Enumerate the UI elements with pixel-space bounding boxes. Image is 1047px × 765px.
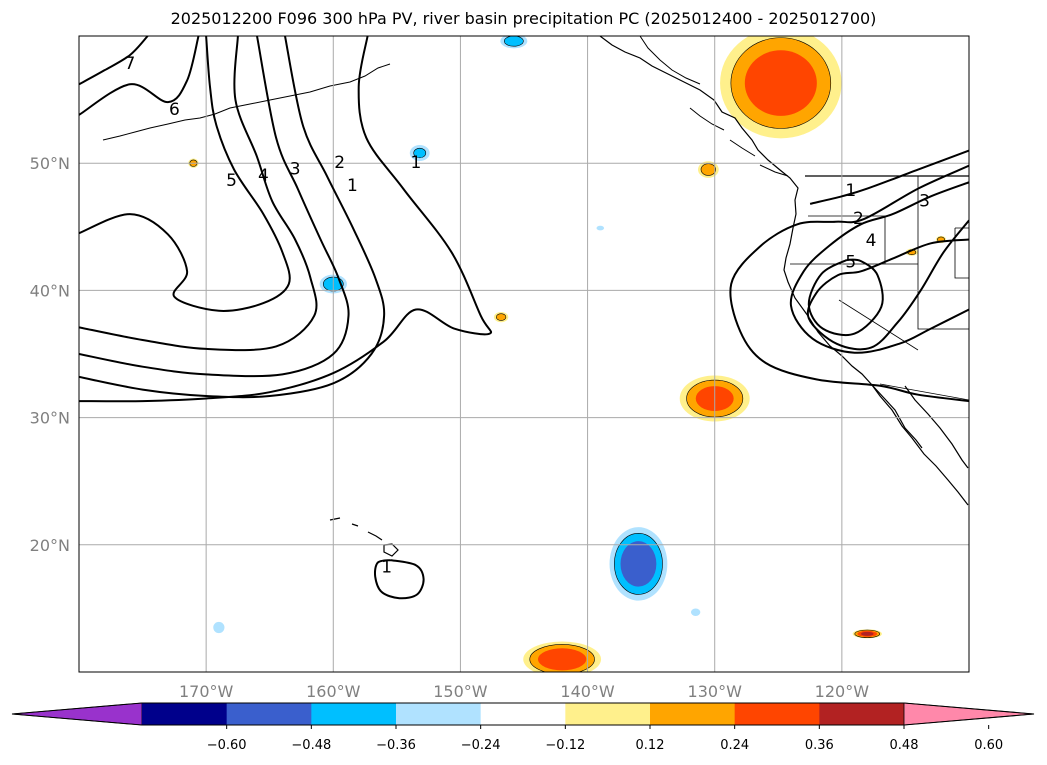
- axis-tick-labels: 20°N 30°N 40°N 50°N 170°W 160°W 150°W 140°W 130°…: [30, 154, 870, 701]
- pv-contour-4: [79, 36, 318, 352]
- colorbar-tick-label: −0.36: [376, 738, 416, 753]
- pv-contour-label: 4: [866, 231, 877, 251]
- precip-anomaly-gulf-alaska-north: [500, 36, 528, 49]
- plot-background: [79, 36, 969, 672]
- precip-level-0.24: [495, 313, 507, 321]
- pv-contour-5: [79, 36, 291, 312]
- precip-anomaly-layer: [188, 36, 947, 672]
- colorbar-segment: [734, 703, 820, 725]
- colorbar-extend-low: [11, 702, 143, 726]
- pv-contour-1: [373, 559, 425, 600]
- precip-level-0.36: [744, 50, 817, 116]
- pv-contour-label: 2: [853, 209, 864, 229]
- pv-contour-label: 1: [411, 153, 422, 173]
- lon-tick-label: 130°W: [688, 682, 743, 701]
- pv-contour-6: [79, 36, 200, 116]
- precip-anomaly-small-14n: [690, 608, 701, 616]
- precip-level-0.36: [538, 648, 587, 671]
- gulf-of-california-coastline: [904, 385, 969, 469]
- pv-contour-label: 6: [169, 100, 180, 120]
- pv-contour-label: 1: [845, 181, 856, 201]
- precip-anomaly-south-11n: [523, 641, 602, 672]
- colorbar-segment: [226, 703, 312, 725]
- lat-tick-label: 50°N: [30, 154, 70, 173]
- plot-frame: [78, 35, 970, 673]
- pv-contour-3: [79, 36, 350, 378]
- colorbar-outline: [11, 702, 1035, 726]
- pv-contour-1: [79, 36, 493, 403]
- colorbar-tick-label: 0.60: [974, 738, 1003, 753]
- colorbar-segment: [311, 703, 397, 725]
- pv-contour-1: [809, 149, 969, 205]
- precip-anomaly-ne-pacific-bc-washington: [720, 36, 842, 139]
- precip-anomaly-small-13n-east: [852, 629, 882, 639]
- pv-contour-2: [79, 36, 386, 399]
- lat-tick-label: 30°N: [30, 409, 70, 428]
- hawaii-islands: [329, 517, 399, 557]
- pv-contour-label: 4: [258, 166, 269, 186]
- pv-contour-label: 2: [334, 153, 345, 173]
- precip-level-0.24: [503, 36, 524, 47]
- lat-tick-label: 40°N: [30, 281, 70, 300]
- colorbar-segment: [142, 703, 228, 725]
- precip-anomaly-small-45n: [596, 225, 605, 231]
- colorbar-extend-high: [903, 702, 1035, 726]
- pv-contour-label: 7: [124, 54, 135, 74]
- north-america-coastline: [599, 36, 969, 506]
- lon-tick-label: 160°W: [306, 682, 361, 701]
- precip-anomaly-coast-50n: [697, 161, 719, 178]
- pv-contour-label: 5: [226, 171, 237, 191]
- alaska-panhandle-coastline: [639, 36, 789, 177]
- baja-california-coastline: [871, 384, 923, 449]
- colorbar-tick-label: 0.24: [720, 738, 749, 753]
- colorbar-segment: [480, 703, 566, 725]
- pv-contour-layer: [79, 36, 969, 600]
- lon-tick-label: 120°W: [815, 682, 870, 701]
- precip-anomaly-small-13n-west: [213, 621, 225, 634]
- colorbar-tick-label: −0.48: [291, 738, 331, 753]
- aleutian-coastline: [102, 63, 391, 141]
- pv-contour-label: 1: [381, 558, 392, 578]
- colorbar-segment: [396, 703, 482, 725]
- precip-level-0.12: [690, 608, 701, 616]
- lon-tick-label: 170°W: [179, 682, 234, 701]
- colorbar-segment: [650, 703, 736, 725]
- colorbar-tick-label: −0.60: [207, 738, 247, 753]
- colorbar-segment: [565, 703, 651, 725]
- pv-contour-label: 3: [290, 160, 301, 180]
- colorbar-segment: [819, 703, 905, 725]
- colorbar-tick-label: −0.12: [545, 738, 585, 753]
- coastline-layer: [102, 36, 969, 557]
- pv-contour-3: [789, 181, 969, 354]
- precip-level-0.48: [861, 631, 874, 636]
- colorbar-tick-label: 0.36: [805, 738, 834, 753]
- colorbar-tick-label: −0.24: [461, 738, 501, 753]
- precip-level-0.36: [620, 541, 657, 587]
- colorbar-tick-label: 0.48: [890, 738, 919, 753]
- pv-contour-4: [806, 219, 969, 351]
- precip-anomaly-small-38n: [493, 311, 509, 323]
- precip-level-0.24: [413, 147, 427, 159]
- pv-contour-2: [729, 164, 969, 403]
- precip-anomaly-subtropical-18n: [609, 527, 668, 601]
- pv-contour-label: 3: [919, 191, 930, 211]
- lon-tick-label: 150°W: [433, 682, 488, 701]
- pv-contour-7: [79, 36, 149, 86]
- pv-contour-label: 1: [347, 176, 358, 196]
- chart-title: 2025012200 F096 300 hPa PV, river basin …: [170, 9, 877, 28]
- precip-level-0.12: [596, 225, 605, 231]
- pv-contour-5: [807, 258, 884, 337]
- pv-contour-label: 5: [845, 252, 856, 272]
- lat-tick-label: 20°N: [30, 536, 70, 555]
- precip-level-0.12: [213, 621, 225, 634]
- colorbar: −0.60 −0.48 −0.36 −0.24 −0.12 0.12 0.24 0.36 0.4…: [11, 702, 1035, 753]
- precip-anomaly-north-pacific-52n: [409, 145, 430, 161]
- precip-level-0.24: [700, 163, 716, 176]
- colorbar-tick-label: 0.12: [636, 738, 665, 753]
- lon-tick-label: 140°W: [560, 682, 615, 701]
